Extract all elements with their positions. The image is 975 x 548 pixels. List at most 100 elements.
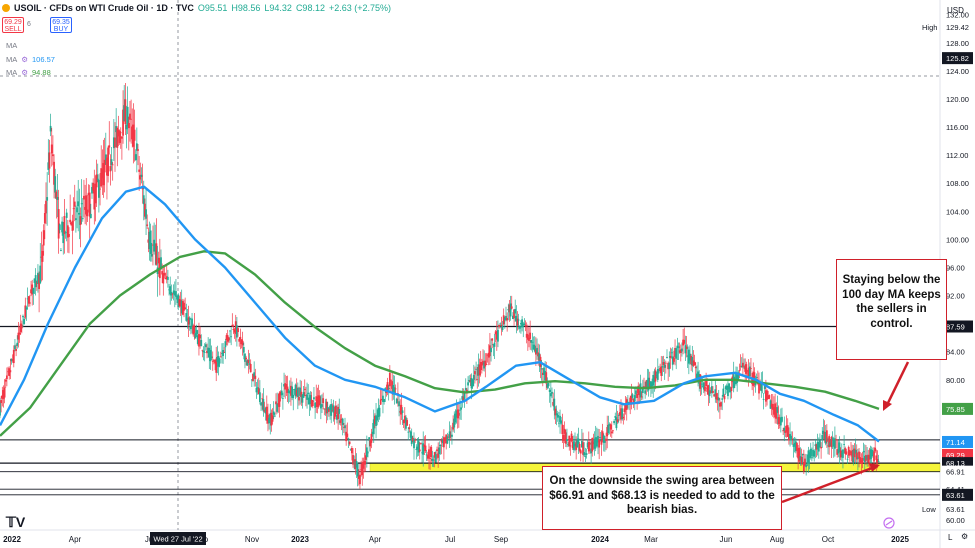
candle (359, 463, 361, 489)
y-tick-label: 84.00 (946, 348, 965, 357)
candle (402, 419, 405, 429)
candle (236, 316, 238, 347)
candle (109, 154, 112, 186)
candle (561, 413, 564, 443)
candle (877, 454, 880, 462)
candle (338, 398, 341, 425)
candle (434, 450, 437, 463)
candle (503, 316, 506, 329)
symbol-logo-icon (2, 4, 10, 12)
candle (29, 294, 31, 307)
candle (551, 387, 553, 399)
candle (130, 99, 132, 144)
candle (250, 379, 253, 387)
candle (119, 127, 122, 149)
candle (345, 424, 348, 446)
candle (845, 448, 848, 455)
candle (286, 375, 289, 402)
candle (857, 448, 859, 471)
candle (586, 439, 589, 450)
candle (528, 327, 530, 348)
candle (318, 390, 321, 406)
candle (237, 326, 239, 337)
candle (554, 406, 557, 424)
settings-icon[interactable]: ⚙ (961, 532, 969, 541)
candle (284, 374, 287, 399)
candle (767, 390, 770, 400)
candle (585, 448, 588, 459)
candle (681, 342, 683, 357)
candle (176, 295, 178, 304)
candle (683, 327, 686, 346)
indicator-ma-1[interactable]: MA (6, 41, 17, 50)
candle (157, 251, 160, 277)
candle (314, 401, 316, 419)
crosshair-date-badge: Wed 27 Jul '22 (150, 532, 206, 545)
candle (804, 453, 806, 467)
y-tick-label: 120.00 (946, 95, 969, 104)
candle (73, 184, 76, 222)
candle (717, 389, 720, 413)
x-tick-label: Apr (69, 535, 82, 544)
candle (187, 305, 190, 337)
candle (871, 447, 874, 458)
y-tick-label: 112.00 (946, 151, 968, 160)
candle (785, 415, 788, 438)
candle (436, 446, 438, 460)
candle (600, 430, 603, 456)
candle (30, 280, 32, 297)
candle (52, 135, 54, 166)
candle (259, 380, 261, 405)
candle (716, 392, 719, 411)
indicator-ma-100[interactable]: MA ⚙ 106.57 (6, 55, 55, 64)
candle (714, 379, 717, 403)
candle (865, 444, 867, 465)
symbol-title[interactable]: USOIL · CFDs on WTI Crude Oil · 1D · TVC (14, 3, 194, 13)
candle (492, 344, 495, 357)
candle (285, 376, 288, 396)
candle (796, 441, 798, 458)
candle (501, 320, 504, 332)
candle (0, 397, 1, 419)
candle (124, 83, 127, 135)
candle (70, 222, 73, 226)
candle (866, 446, 868, 467)
settings-icon[interactable]: ⚙ (21, 55, 28, 64)
candle (253, 361, 256, 387)
candle (673, 350, 675, 365)
candle (563, 421, 566, 444)
candle (543, 363, 545, 384)
candle (786, 418, 789, 437)
candle (487, 344, 490, 366)
log-scale-button[interactable]: L (948, 533, 953, 542)
buy-button[interactable]: 69.35 BUY (50, 17, 72, 33)
candle (108, 121, 111, 155)
candle (240, 339, 243, 349)
candle (445, 434, 448, 450)
candle (118, 129, 121, 145)
tradingview-logo[interactable]: 𝕋V (6, 514, 26, 530)
candle (15, 344, 17, 357)
candle (500, 316, 503, 336)
svg-text:63.61: 63.61 (946, 491, 965, 500)
settings-icon[interactable]: ⚙ (21, 68, 28, 77)
sell-button[interactable]: 69.29 SELL (2, 17, 24, 33)
candle (12, 345, 15, 368)
candle (832, 436, 835, 458)
indicator-ma-200[interactable]: MA ⚙ 94.88 (6, 68, 51, 77)
candle (505, 306, 507, 322)
candle (788, 427, 790, 445)
ma-100-line[interactable] (0, 185, 880, 443)
chart-header: USOIL · CFDs on WTI Crude Oil · 1D · TVC… (2, 3, 391, 13)
ma-200-line[interactable] (0, 250, 880, 437)
candle (333, 406, 336, 425)
candle (793, 436, 796, 453)
candle (595, 427, 598, 449)
tradingview-compare-icon[interactable] (883, 517, 895, 529)
currency-label[interactable]: USD (947, 6, 964, 15)
candle (263, 401, 266, 413)
candle (410, 428, 413, 447)
candle (178, 295, 181, 308)
candle (322, 392, 325, 410)
